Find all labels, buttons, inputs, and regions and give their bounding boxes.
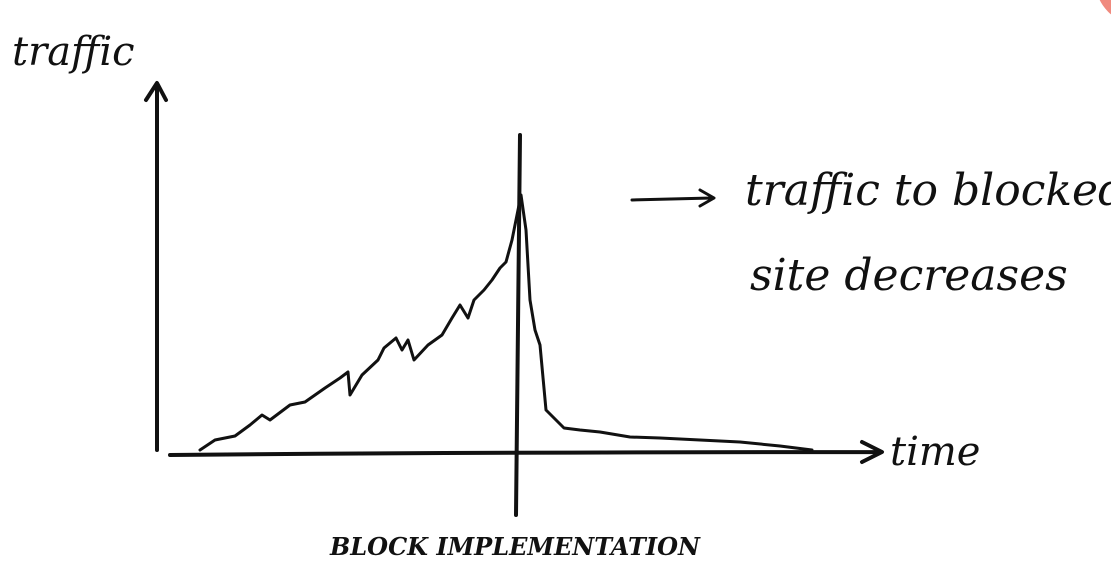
x-axis <box>168 440 884 464</box>
annotation-line: site decreases <box>750 250 1068 301</box>
annotation-arrow <box>630 188 716 208</box>
block-marker-line <box>514 133 522 517</box>
annotation-line: traffic to blocked <box>745 165 1111 216</box>
corner-blob <box>1099 0 1111 15</box>
x-axis-label: time <box>890 429 980 475</box>
y-axis-label: traffic <box>12 29 135 75</box>
traffic-curve <box>198 193 814 452</box>
marker-label: BLOCK IMPLEMENTATION <box>329 532 701 561</box>
y-axis <box>144 81 168 452</box>
